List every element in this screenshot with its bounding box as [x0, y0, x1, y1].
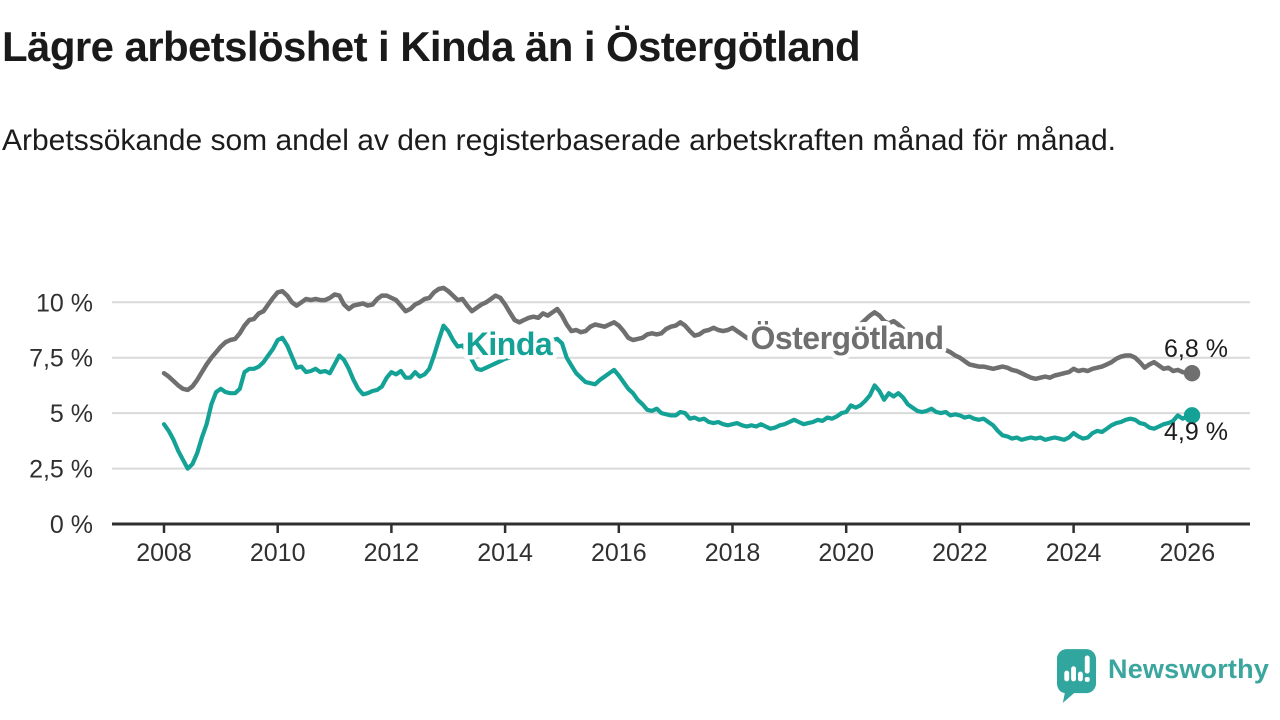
x-tick-label: 2012 — [364, 539, 420, 567]
logo-exclamation-stem — [1084, 655, 1090, 674]
logo-wordmark: Newsworthy — [1108, 654, 1270, 684]
newsworthy-logo: Newsworthy — [1056, 648, 1280, 708]
series-label-kinda: Kinda — [466, 326, 553, 362]
x-tick-label: 2008 — [136, 539, 192, 567]
x-tick-label: 2018 — [705, 539, 761, 567]
series-end-dot-kinda — [1183, 407, 1201, 424]
y-tick-label: 0 % — [50, 511, 93, 539]
series-line-ostergotland — [161, 285, 1195, 393]
logo-bar-2 — [1071, 666, 1077, 682]
x-tick-label: 2016 — [591, 539, 647, 567]
series-end-dot-ostergotland — [1183, 365, 1201, 382]
logo-bar-3 — [1077, 671, 1083, 682]
x-tick-label: 2010 — [250, 539, 306, 567]
y-tick-label: 7,5 % — [29, 345, 93, 373]
logo-bubble-shape — [1056, 649, 1097, 703]
x-tick-label: 2024 — [1046, 539, 1102, 567]
x-tick-label: 2022 — [932, 539, 988, 567]
end-value-label-ostergotland: 6,8 % — [1164, 335, 1228, 363]
x-tick-label: 2020 — [818, 539, 874, 567]
chart-subtitle: Arbetssökande som andel av den registerb… — [2, 124, 1116, 157]
page-title: Lägre arbetslöshet i Kinda än i Östergöt… — [2, 23, 861, 70]
series-label-ostergotland: Östergötland — [750, 320, 943, 356]
logo-bar-1 — [1064, 670, 1070, 682]
newsworthy-chart-bubble-icon — [1056, 649, 1097, 703]
y-tick-label: 2,5 % — [29, 456, 93, 484]
x-tick-label: 2014 — [477, 539, 533, 567]
y-tick-label: 5 % — [50, 400, 93, 428]
end-value-label-kinda: 4,9 % — [1164, 418, 1228, 446]
y-tick-label: 10 % — [36, 289, 93, 317]
logo-exclamation-dot — [1084, 676, 1090, 682]
x-tick-label: 2026 — [1159, 539, 1215, 567]
series-line-kinda — [161, 323, 1195, 471]
